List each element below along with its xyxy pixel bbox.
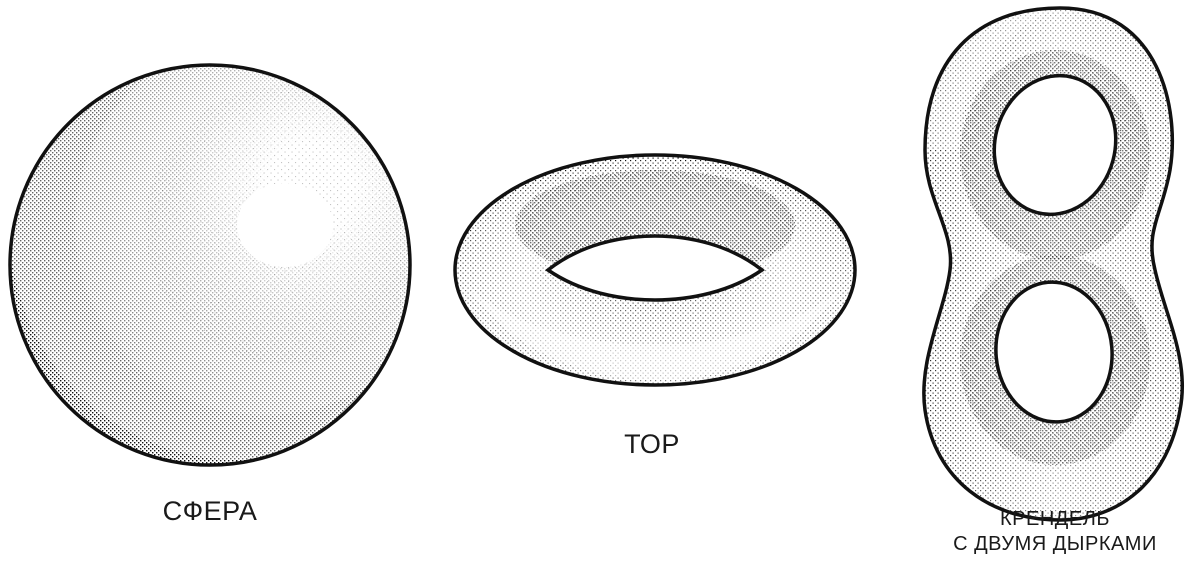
torus-shape <box>453 153 857 387</box>
torus-label: ТОР <box>624 429 680 459</box>
double-torus-label-line1: КРЕНДЕЛЬ <box>1000 508 1110 530</box>
double-torus-label-line2: С ДВУМЯ ДЫРКАМИ <box>953 533 1157 555</box>
sphere-label: СФЕРА <box>163 496 258 526</box>
sphere-shape <box>8 63 412 467</box>
upper-hole <box>992 73 1118 217</box>
double-torus-shape <box>922 6 1185 522</box>
lower-hole <box>994 280 1114 424</box>
